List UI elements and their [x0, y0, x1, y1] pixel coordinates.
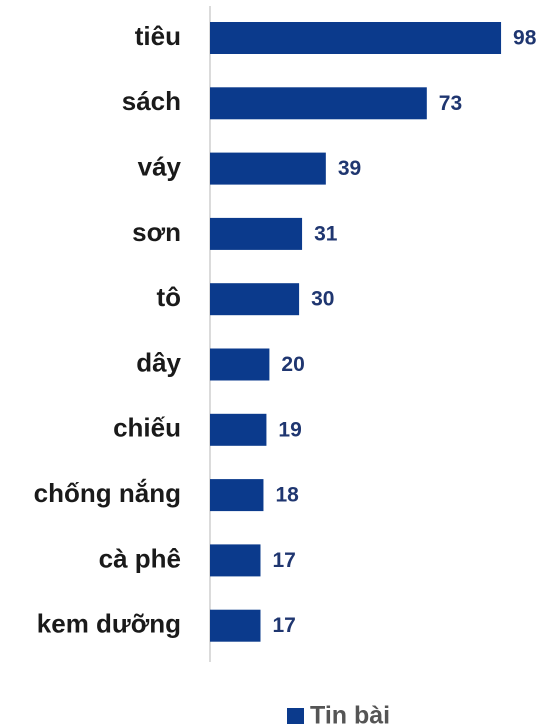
category-label: dây	[136, 347, 181, 377]
value-label: 30	[311, 288, 334, 311]
value-label: 31	[314, 222, 338, 245]
bar	[210, 413, 267, 446]
category-label: váy	[138, 151, 182, 181]
value-label: 73	[439, 92, 462, 115]
category-label: sách	[122, 86, 181, 116]
bar	[210, 544, 261, 577]
value-label: 98	[513, 27, 537, 50]
value-label: 19	[278, 418, 301, 441]
value-label: 17	[272, 549, 295, 572]
value-label: 17	[272, 614, 295, 637]
value-label: 18	[275, 484, 299, 507]
legend-label: Tin bài	[310, 702, 390, 728]
bar	[210, 87, 427, 120]
bar	[210, 283, 300, 316]
value-label: 39	[338, 157, 361, 180]
category-label: chiếu	[113, 413, 181, 443]
bar	[210, 609, 261, 642]
category-label: cà phê	[99, 543, 181, 573]
category-label: tiêu	[135, 21, 181, 51]
bar	[210, 152, 326, 185]
category-label: sơn	[132, 217, 181, 247]
category-label: tô	[156, 282, 181, 312]
bar	[210, 348, 270, 381]
category-label: chống nắng	[34, 478, 181, 508]
bar	[210, 217, 303, 250]
category-label: kem dưỡng	[37, 609, 181, 639]
legend-swatch	[287, 708, 304, 724]
bar	[210, 22, 502, 54]
bar	[210, 479, 264, 512]
value-label: 20	[281, 353, 304, 376]
